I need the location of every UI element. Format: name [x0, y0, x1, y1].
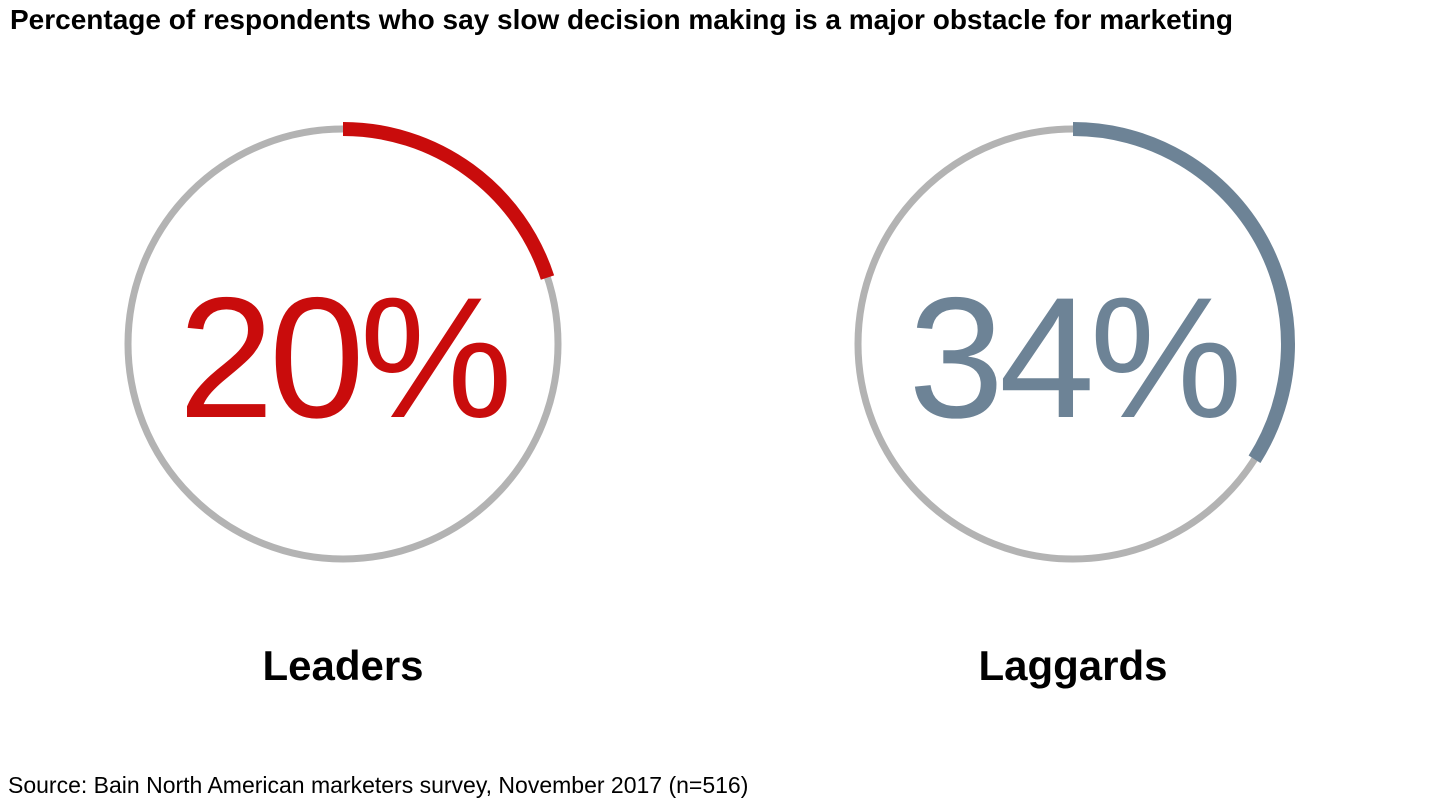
- donut-svg: [854, 122, 1295, 563]
- category-label-leaders: Leaders: [262, 642, 424, 689]
- donut-svg: [124, 122, 562, 563]
- category-label-laggards: Laggards: [978, 642, 1168, 689]
- progress-arc: [1072, 122, 1295, 463]
- chart-title: Percentage of respondents who say slow d…: [10, 4, 1234, 35]
- progress-arc: [342, 122, 555, 280]
- donut-chart-laggards: 34%: [843, 114, 1303, 574]
- source-note: Source: Bain North American marketers su…: [8, 772, 749, 798]
- donut-chart-leaders: 20%: [113, 114, 573, 574]
